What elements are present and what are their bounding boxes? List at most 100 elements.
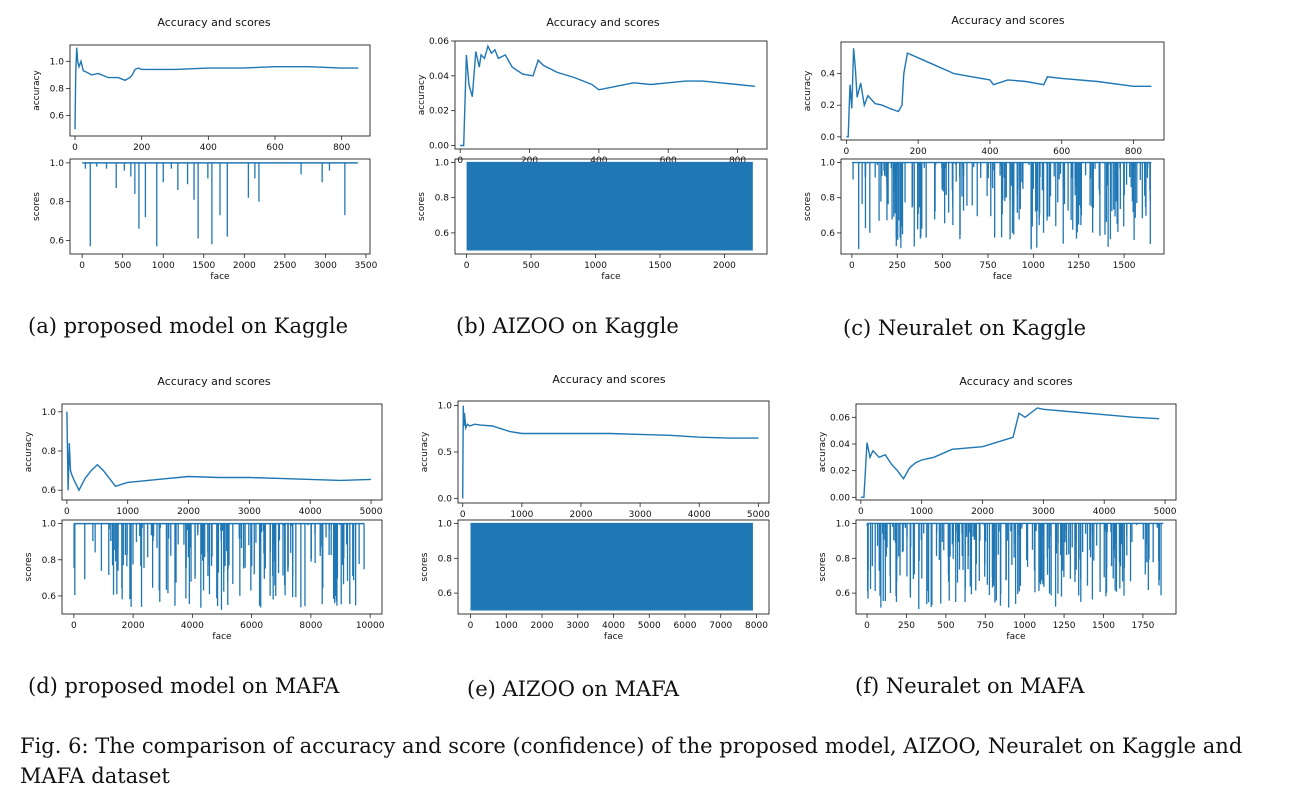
accuracy-b-ytick-label: 0.02: [429, 107, 449, 117]
scores-d-ytick-label: 0.8: [42, 556, 57, 566]
scores-e-xlabel: face: [604, 632, 624, 642]
scores-a-ytick-label: 0.8: [50, 198, 65, 208]
subplot-c-caption: (c) Neuralet on Kaggle: [843, 316, 1086, 340]
scores-f-xtick-label: 1500: [1092, 621, 1115, 631]
scores-a-xlabel: face: [210, 272, 230, 282]
scores-e-xtick-label: 7000: [709, 621, 732, 631]
scores-e-xtick-label: 4000: [602, 621, 625, 631]
accuracy-d-ytick-label: 1.0: [42, 408, 57, 418]
accuracy-e-xtick-label: 4000: [688, 510, 711, 520]
scores-a-ytick-label: 1.0: [50, 159, 65, 169]
scores-series-e: [471, 523, 753, 610]
accuracy-f-ytick-label: 0.04: [830, 440, 850, 450]
accuracy-e-xtick-label: 1000: [510, 510, 533, 520]
accuracy-e-ytick-label: 0.5: [438, 448, 452, 458]
accuracy-c-xtick-label: 600: [1053, 147, 1070, 157]
scores-c-xtick-label: 0: [849, 261, 855, 271]
accuracy-d-xtick-label: 5000: [360, 507, 383, 517]
accuracy-c-xtick-label: 400: [981, 147, 998, 157]
accuracy-b-ytick-label: 0.00: [429, 142, 449, 152]
subplot-f-caption: (f) Neuralet on MAFA: [855, 674, 1085, 698]
scores-c-ytick-label: 1.0: [821, 159, 836, 169]
scores-d-ylabel: scores: [24, 552, 34, 581]
scores-f-xtick-label: 250: [898, 621, 915, 631]
scores-d-xtick-label: 4000: [181, 621, 204, 631]
scores-e-ytick-label: 0.8: [438, 554, 453, 564]
subplot-d: Accuracy and scores 0.6 0.8 1.0 0 1000 2000 300…: [24, 375, 385, 698]
accuracy-plot-e: 0.00.51.00 1000 2000 3000 4000 5000accuracy: [420, 401, 770, 520]
scores-series-a: [82, 163, 358, 246]
figure-caption: Fig. 6: The comparison of accuracy and s…: [20, 731, 1290, 791]
subplot-b: Accuracy and scores 0.00 0.02 0.04 0.06 0 200 4…: [417, 16, 767, 338]
scores-e-xtick-label: 8000: [745, 621, 768, 631]
scores-d-xtick-label: 0: [71, 621, 77, 631]
scores-e-xtick-label: 0: [468, 621, 474, 631]
subplot-d-title: Accuracy and scores: [157, 375, 270, 388]
accuracy-plot-d: 0.6 0.8 1.0 0 1000 2000 3000 4000 5000 accuracy: [24, 404, 383, 517]
accuracy-f-xtick-label: 5000: [1154, 507, 1177, 517]
accuracy-d-xtick-label: 3000: [238, 507, 261, 517]
scores-b-xtick-label: 1000: [584, 261, 607, 271]
scores-d-xlabel: face: [212, 632, 232, 642]
accuracy-c-xtick-label: 0: [844, 147, 850, 157]
scores-band-e: [471, 523, 753, 610]
scores-band-b: [467, 163, 753, 251]
scores-c-ytick-label: 0.8: [821, 194, 836, 204]
subplot-a-caption: (a) proposed model on Kaggle: [28, 314, 348, 338]
scores-f-xtick-label: 1000: [1013, 621, 1036, 631]
scores-plot-d: 0.60.81.00 2000 4000 6000 8000 10000scoresfac…: [24, 520, 385, 642]
accuracy-b-ylabel: accuracy: [417, 74, 427, 115]
subplot-b-title: Accuracy and scores: [546, 16, 659, 29]
scores-a-xtick-label: 2500: [273, 261, 296, 271]
accuracy-d-xtick-label: 1000: [116, 507, 139, 517]
scores-e-xtick-label: 3000: [566, 621, 589, 631]
accuracy-plot-b: 0.000.020.040.060 200 400 600 800accuracy: [417, 37, 767, 166]
scores-e-ytick-label: 1.0: [438, 519, 453, 529]
accuracy-plot-f: 0.000.020.040.060 1000 2000 3000 4000 5000acc…: [818, 404, 1177, 517]
scores-b-xtick-label: 1500: [649, 261, 672, 271]
accuracy-c-ylabel: accuracy: [803, 70, 813, 111]
accuracy-e-xtick-label: 3000: [629, 510, 652, 520]
accuracy-f-ytick-label: 0.06: [830, 413, 850, 423]
accuracy-a-frame: [70, 45, 370, 136]
scores-a-ylabel: scores: [32, 192, 42, 221]
scores-d-xtick-label: 2000: [122, 621, 145, 631]
accuracy-d-xtick-label: 2000: [177, 507, 200, 517]
accuracy-c-xtick-label: 800: [1125, 147, 1142, 157]
scores-series-d: [74, 524, 364, 610]
scores-d-xtick-label: 10000: [356, 621, 385, 631]
accuracy-d-xtick-label: 0: [64, 507, 70, 517]
scores-a-xtick-label: 3500: [354, 261, 377, 271]
scores-a-ytick-label: 0.6: [50, 236, 65, 246]
subplot-a-title: Accuracy and scores: [157, 16, 270, 29]
scores-b-xtick-label: 0: [464, 261, 470, 271]
scores-b-ytick-label: 0.8: [435, 194, 450, 204]
scores-series-c: [852, 163, 1151, 250]
accuracy-plot-a: 0.6 0.8 1.0 0 200 400 600 800 accuracy: [32, 45, 370, 153]
accuracy-line-d: [67, 412, 371, 490]
subplot-c-title: Accuracy and scores: [951, 14, 1064, 27]
subplot-e-title: Accuracy and scores: [552, 373, 665, 386]
scores-e-ytick-label: 0.6: [438, 589, 453, 599]
accuracy-f-xtick-label: 3000: [1032, 507, 1055, 517]
scores-plot-a: 0.6 0.8 1.0 0 500 1000 1500 2000 2500 3000 3500 sco…: [32, 159, 378, 282]
accuracy-line-c: [846, 48, 1151, 137]
accuracy-f-xtick-label: 4000: [1093, 507, 1116, 517]
scores-a-xtick-label: 500: [114, 261, 131, 271]
scores-a-xtick-label: 1500: [192, 261, 215, 271]
accuracy-a-xtick-label: 0: [72, 143, 78, 153]
accuracy-a-ytick-label: 0.6: [50, 112, 65, 122]
scores-f-ytick-label: 0.8: [836, 554, 851, 564]
scores-b-xtick-label: 500: [522, 261, 539, 271]
scores-b-xlabel: face: [601, 272, 621, 282]
accuracy-a-xtick-label: 400: [200, 143, 217, 153]
scores-f-ylabel: scores: [818, 552, 828, 581]
accuracy-f-ytick-label: 0.02: [830, 467, 850, 477]
accuracy-c-ytick-label: 0.4: [821, 70, 836, 80]
scores-e-xtick-label: 6000: [674, 621, 697, 631]
accuracy-d-xtick-label: 4000: [299, 507, 322, 517]
scores-f-xtick-label: 750: [977, 621, 994, 631]
scores-c-ytick-label: 0.6: [821, 229, 836, 239]
accuracy-d-frame: [62, 404, 382, 500]
accuracy-line-a: [75, 48, 358, 130]
